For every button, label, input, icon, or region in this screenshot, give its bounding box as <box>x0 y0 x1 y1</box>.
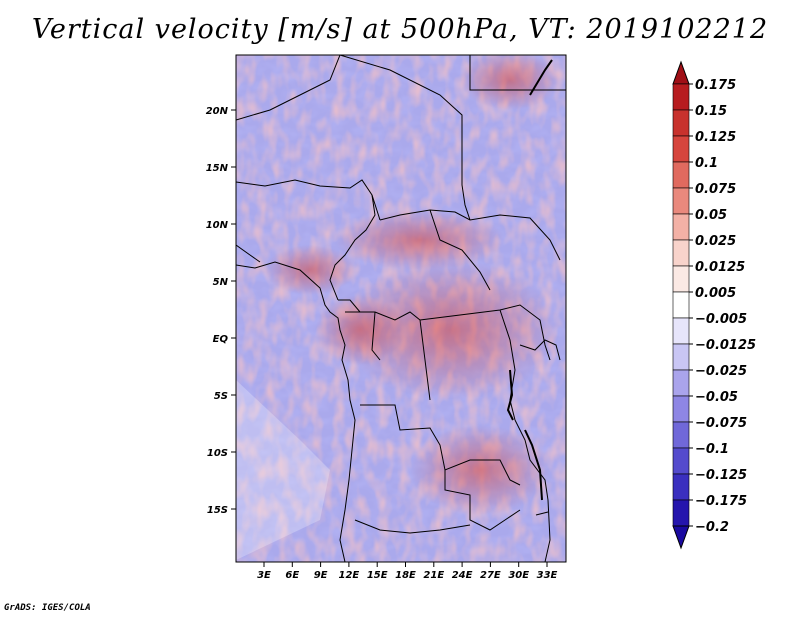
colorbar-cell <box>672 135 690 163</box>
colorbar-label: 0.125 <box>695 130 736 145</box>
lat-label: 5S <box>214 391 228 402</box>
lat-label: 10N <box>206 220 229 231</box>
lon-label: 3E <box>257 570 271 581</box>
lon-label: 18E <box>395 570 416 581</box>
colorbar-label: 0.025 <box>695 234 736 249</box>
colorbar-label: 0.05 <box>695 208 727 223</box>
colorbar-label: −0.175 <box>695 494 747 509</box>
lon-label: 12E <box>339 570 360 581</box>
colorbar-cell <box>672 369 690 397</box>
colorbar-label: −0.075 <box>695 416 747 431</box>
colorbar-cell <box>672 265 690 293</box>
lat-label: 15S <box>207 505 228 516</box>
lon-label: 15E <box>367 570 388 581</box>
colorbar-cell <box>672 317 690 345</box>
colorbar-cell <box>672 109 690 137</box>
colorbar-label: 0.1 <box>695 156 718 171</box>
lon-label: 6E <box>285 570 299 581</box>
colorbar-label: −0.025 <box>695 364 747 379</box>
lat-label: EQ <box>213 334 229 345</box>
colorbar-cell <box>672 499 690 527</box>
colorbar-label: −0.125 <box>695 468 747 483</box>
colorbar-cell <box>672 421 690 449</box>
chart-title: Vertical velocity [m/s] at 500hPa, VT: 2… <box>31 14 769 45</box>
colorbar-cell <box>672 187 690 215</box>
colorbar-cell <box>672 525 690 550</box>
lon-label: 9E <box>314 570 328 581</box>
colorbar-cell <box>672 395 690 423</box>
colorbar-cell <box>672 213 690 241</box>
lon-label: 21E <box>423 570 444 581</box>
lon-label: 30E <box>508 570 529 581</box>
colorbar-cell <box>672 83 690 111</box>
colorbar-label: 0.0125 <box>695 260 745 275</box>
map-area <box>236 55 566 562</box>
colorbar-cell <box>672 161 690 189</box>
colorbar-cell <box>672 343 690 371</box>
colorbar-cell <box>672 239 690 267</box>
colorbar-label: −0.2 <box>695 520 729 535</box>
credit-label: GrADS: IGES/COLA <box>4 603 91 613</box>
colorbar-label: −0.05 <box>695 390 738 405</box>
latitude-axis: 20N 15N 10N 5N EQ 5S 10S 15S <box>206 106 236 516</box>
colorbar-cell <box>672 60 690 85</box>
longitude-axis: 3E 6E 9E 12E 15E 18E 21E 24E 27E 30E 33E <box>257 562 558 581</box>
lat-label: 5N <box>213 277 229 288</box>
colorbar-label: −0.005 <box>695 312 747 327</box>
lat-label: 10S <box>207 448 228 459</box>
colorbar-label: 0.15 <box>695 104 727 119</box>
map-frame <box>235 54 567 563</box>
colorbar-cell <box>672 291 690 319</box>
colorbar-cell <box>672 473 690 501</box>
colorbar: 0.175 0.15 0.125 0.1 0.075 0.05 0.025 0.0125 0.0… <box>672 60 756 550</box>
lat-label: 20N <box>206 106 229 117</box>
colorbar-label: 0.175 <box>695 78 736 93</box>
colorbar-cell <box>672 447 690 475</box>
lon-label: 33E <box>537 570 558 581</box>
colorbar-label: 0.005 <box>695 286 736 301</box>
colorbar-label: 0.075 <box>695 182 736 197</box>
lat-label: 15N <box>206 163 229 174</box>
colorbar-label: −0.1 <box>695 442 729 457</box>
lon-label: 24E <box>452 570 473 581</box>
colorbar-label: −0.0125 <box>695 338 756 353</box>
lon-label: 27E <box>480 570 501 581</box>
